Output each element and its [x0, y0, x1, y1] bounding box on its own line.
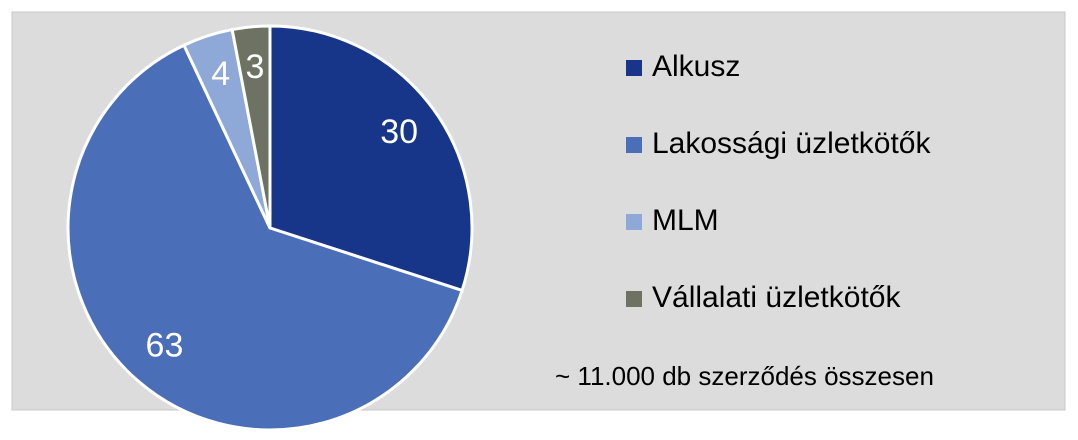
legend-swatch — [626, 214, 642, 230]
pie-slice — [66, 43, 465, 432]
pie-slice — [268, 24, 474, 293]
annotation: ~ 11.000 db szerződés összesen — [555, 361, 934, 391]
data-label: 63 — [146, 327, 184, 365]
legend-swatch — [626, 291, 642, 307]
legend-label: MLM — [652, 204, 719, 237]
legend-label: Vállalati üzletkötők — [652, 281, 901, 314]
pie-slice — [230, 24, 272, 229]
data-label: 4 — [211, 55, 230, 93]
data-label: 30 — [380, 113, 418, 151]
legend-swatch — [626, 60, 642, 76]
data-label: 3 — [246, 48, 265, 86]
legend-label: Alkusz — [652, 50, 740, 83]
legend-swatch — [626, 137, 642, 153]
legend-label: Lakossági üzletkötők — [652, 127, 931, 160]
